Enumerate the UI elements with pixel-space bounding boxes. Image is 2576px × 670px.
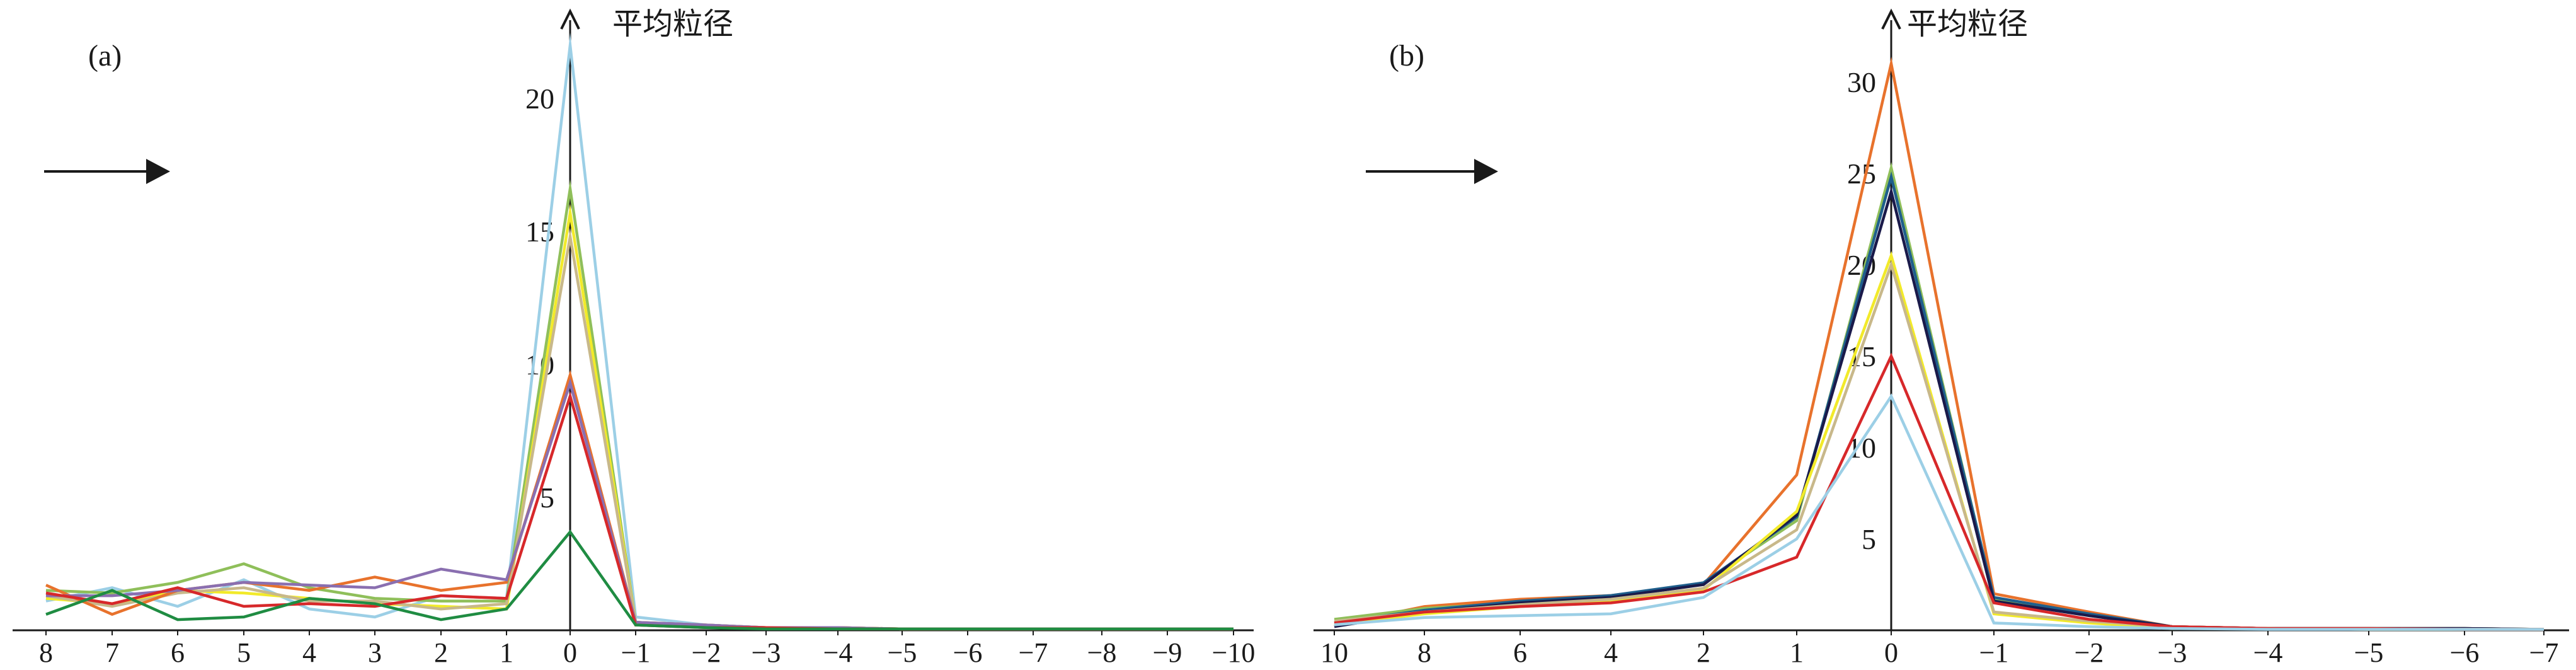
x-tick-label: −10 — [1212, 637, 1256, 668]
series-8-line — [1334, 393, 2544, 631]
x-tick-label: −4 — [823, 637, 853, 668]
x-tick-label: −6 — [2450, 637, 2480, 668]
panel-a-label: (a) — [88, 39, 122, 72]
x-tick-label: 8 — [39, 637, 53, 668]
x-tick-label: 5 — [237, 637, 251, 668]
y-axis-arrowhead — [560, 8, 580, 30]
x-tick-label: −2 — [2075, 637, 2104, 668]
direction-arrow-head — [146, 159, 170, 184]
x-tick-label: −8 — [1087, 637, 1117, 668]
x-tick-label: 1 — [1790, 637, 1804, 668]
x-tick-label: 0 — [563, 637, 577, 668]
x-tick-label: 4 — [1604, 637, 1618, 668]
series-2-line — [1334, 162, 2545, 631]
x-tick-label: −5 — [888, 637, 917, 668]
series-3-line — [1334, 171, 2545, 631]
panel-b-ylabel: 平均粒径 — [1907, 6, 2028, 42]
y-tick-label: 5 — [1862, 523, 1876, 555]
series-4-line — [1334, 186, 2545, 631]
x-tick-label: −1 — [621, 637, 651, 668]
series-1-line — [1334, 57, 2545, 631]
x-tick-label: 7 — [105, 637, 119, 668]
y-tick-label: 25 — [1847, 158, 1876, 190]
x-tick-label: −3 — [2158, 637, 2187, 668]
series-1-line — [45, 32, 1234, 631]
x-tick-label: 6 — [171, 637, 185, 668]
panel-b-label: (b) — [1389, 39, 1424, 72]
x-tick-label: 3 — [368, 637, 382, 668]
x-tick-label: −3 — [752, 637, 781, 668]
x-tick-label: −5 — [2354, 637, 2384, 668]
x-tick-label: 2 — [1697, 637, 1710, 668]
y-axis-arrowhead — [1881, 8, 1901, 30]
direction-arrow-head — [1474, 159, 1498, 184]
x-tick-label: 2 — [434, 637, 448, 668]
x-tick-label: −6 — [953, 637, 983, 668]
x-tick-label: 0 — [1884, 637, 1898, 668]
panel-a-ylabel: 平均粒径 — [612, 6, 733, 42]
x-tick-label: −7 — [1019, 637, 1048, 668]
x-tick-label: 6 — [1513, 637, 1527, 668]
x-tick-label: 8 — [1417, 637, 1431, 668]
y-tick-label: 5 — [540, 482, 554, 514]
y-tick-label: 10 — [1847, 432, 1876, 464]
x-tick-label: −1 — [1979, 637, 2009, 668]
x-tick-label: 10 — [1320, 637, 1348, 668]
x-tick-label: −9 — [1153, 637, 1182, 668]
x-tick-label: 1 — [500, 637, 513, 668]
x-tick-label: −4 — [2253, 637, 2283, 668]
x-tick-label: −7 — [2529, 637, 2559, 668]
y-tick-label: 30 — [1847, 66, 1876, 98]
series-6-line — [1334, 260, 2544, 631]
x-tick-label: 4 — [302, 637, 316, 668]
y-tick-label: 20 — [525, 83, 554, 115]
x-tick-label: −2 — [692, 637, 721, 668]
series-7-line — [45, 391, 1234, 631]
series-2-line — [45, 179, 1234, 631]
series-7-line — [1334, 352, 2544, 631]
series-3-line — [45, 204, 1234, 631]
series-8-line — [45, 529, 1234, 631]
